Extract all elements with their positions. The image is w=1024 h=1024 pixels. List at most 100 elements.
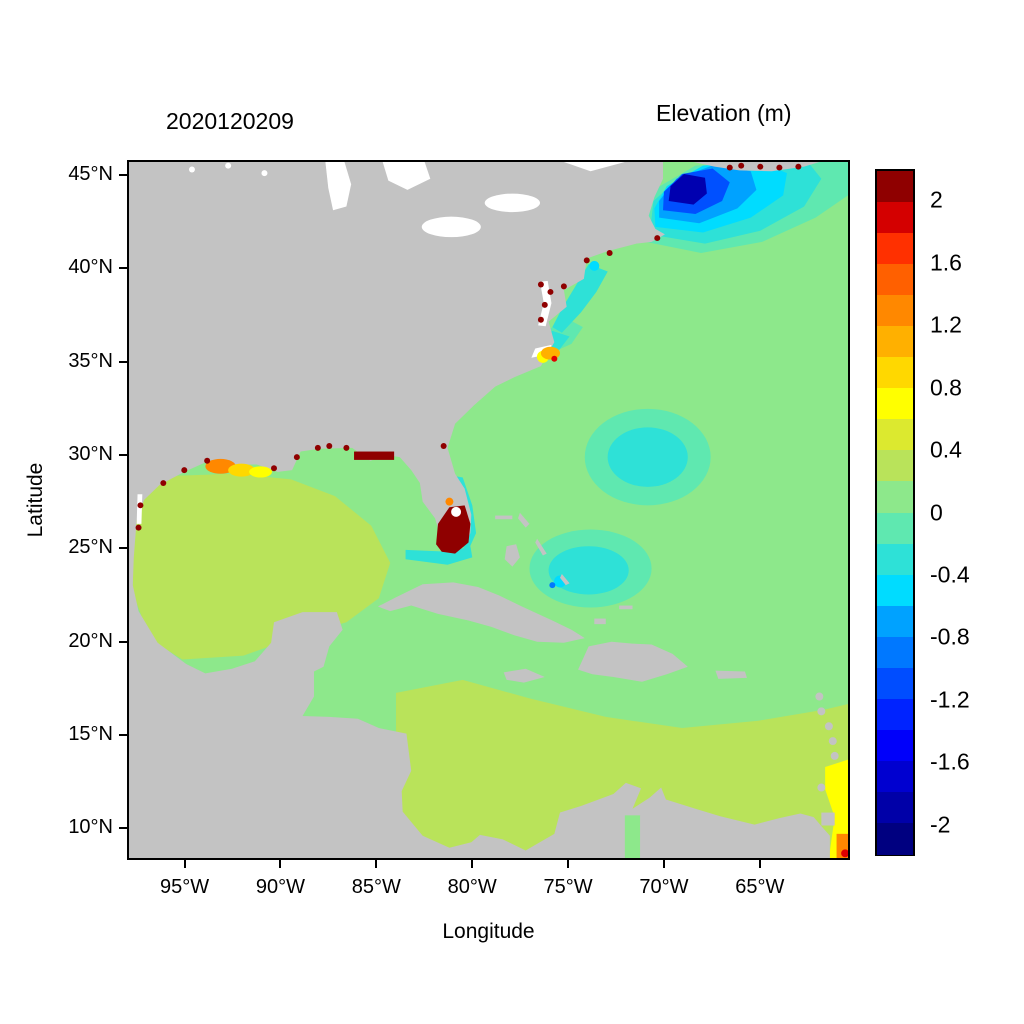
colorbar-tick-label: -0.8 — [930, 623, 970, 650]
south-florida-surge-blob — [436, 505, 471, 554]
y-axis-title: Latitude — [24, 462, 47, 538]
colorbar-tick-label: -1.6 — [930, 748, 970, 775]
lake-ontario — [484, 193, 541, 213]
coastal-surge-spots-dot — [537, 281, 544, 288]
canada-lakes — [188, 162, 268, 177]
coastal-surge-spots — [135, 162, 802, 531]
north-america-land — [129, 162, 830, 858]
louisiana-yellow-patch — [249, 466, 273, 478]
bahamas-eleuthera — [535, 538, 547, 556]
lake-erie — [421, 216, 481, 238]
coastal-surge-spots-dot — [738, 162, 745, 169]
map-plot-area — [127, 160, 850, 860]
elevation-heatmap — [129, 162, 848, 858]
y-tick-label: 40°N — [68, 256, 113, 279]
coastal-surge-spots-dot — [137, 502, 144, 509]
trinidad — [821, 812, 835, 826]
colorbar-cell — [877, 729, 913, 762]
florida-orange-edge — [445, 497, 454, 506]
louisiana-gold-patch — [228, 463, 255, 477]
y-tick-mark — [119, 360, 127, 363]
colorbar-cell — [877, 326, 913, 358]
coastal-surge-spots-dot — [440, 442, 447, 449]
coastal-surge-spots-dot — [606, 249, 613, 256]
colorbar-cell — [877, 667, 913, 700]
coastal-surge-spots-dot — [326, 442, 333, 449]
lake-okeechobee — [451, 506, 462, 517]
x-tick-label: 75°W — [543, 876, 593, 898]
y-tick-mark — [119, 267, 127, 270]
hatteras-red-spot — [551, 355, 558, 362]
y-tick-label: 35°N — [68, 349, 113, 372]
x-tick-mark — [567, 860, 570, 868]
lake-michigan — [325, 162, 352, 211]
lesser-antilles-islands-dot — [817, 707, 826, 716]
colorbar-tick-label: -1.2 — [930, 686, 970, 713]
colorbar-tick-label: -0.4 — [930, 561, 970, 588]
hispaniola — [578, 641, 688, 682]
caribbean-south-positive — [396, 679, 848, 858]
colorbar-tick-label: 2 — [930, 186, 943, 213]
y-tick-label: 45°N — [68, 162, 113, 185]
coastal-surge-spots-dot — [726, 164, 733, 171]
x-tick-mark — [662, 860, 665, 868]
colorbar-cell — [877, 450, 913, 483]
y-tick-mark — [119, 453, 127, 456]
colorbar-tick-label: 0.8 — [930, 374, 962, 401]
coastal-surge-spots-dot — [654, 235, 661, 242]
bahamas-blue-spot — [549, 582, 556, 589]
lake-huron — [382, 162, 431, 190]
coastal-surge-spots-dot — [560, 283, 567, 290]
jamaica — [503, 668, 545, 683]
colorbar-tick-label: 0 — [930, 499, 943, 525]
coastal-surge-spots-dot — [757, 163, 764, 170]
coastal-surge-spots-dot — [293, 454, 300, 461]
bahamas-long-island — [560, 574, 570, 586]
colorbar-cell — [877, 202, 913, 234]
bahamas-grand-bahama — [495, 515, 513, 520]
colorbar-cell — [877, 264, 913, 296]
x-tick-mark — [471, 860, 474, 868]
atlantic-70w-teal-blob — [607, 427, 688, 487]
y-tick-mark — [119, 173, 127, 176]
corner-orange-patch — [836, 833, 848, 858]
x-tick-label: 65°W — [735, 876, 785, 898]
y-tick-mark — [119, 733, 127, 736]
cuba — [377, 582, 585, 643]
colorbar-cell — [877, 698, 913, 731]
great-inagua — [594, 618, 606, 625]
colorbar-cell — [877, 636, 913, 669]
x-tick-label: 80°W — [447, 876, 497, 898]
coastal-surge-spots-dot — [795, 163, 802, 170]
coastal-surge-spots-dot — [541, 301, 548, 308]
lesser-antilles-islands-dot — [815, 692, 824, 701]
colorbar-cell — [877, 543, 913, 576]
y-tick-label: 30°N — [68, 442, 113, 465]
lesser-antilles-islands-dot — [828, 737, 837, 746]
lesser-antilles-islands-dot — [830, 751, 839, 760]
x-tick-mark — [183, 860, 186, 868]
caicos — [619, 605, 633, 610]
x-tick-label: 95°W — [159, 876, 210, 898]
colorbar-tick-label: 1.2 — [930, 311, 962, 338]
ny-bight-cyan-spot — [589, 260, 600, 271]
colorbar-cell — [877, 822, 913, 855]
y-tick-mark — [119, 827, 127, 830]
apalachee-surge-streak — [354, 451, 395, 460]
canada-lakes-dot — [225, 162, 232, 169]
coastal-surge-spots-dot — [135, 524, 142, 531]
x-tick-label: 90°W — [255, 876, 305, 898]
colorbar-cell — [877, 357, 913, 389]
colorbar-cell — [877, 295, 913, 327]
lesser-antilles-islands — [815, 692, 839, 792]
midatlantic-teal-strip — [552, 264, 608, 333]
y-tick-label: 10°N — [68, 816, 113, 839]
y-tick-mark — [119, 640, 127, 643]
hatteras-orange-spot — [540, 346, 561, 360]
corner-red-spot — [841, 849, 848, 858]
colorbar-cell — [877, 574, 913, 607]
bahamas-andros — [504, 544, 520, 567]
colorbar — [875, 169, 915, 856]
timestamp-title: 2020120209 — [166, 108, 294, 134]
